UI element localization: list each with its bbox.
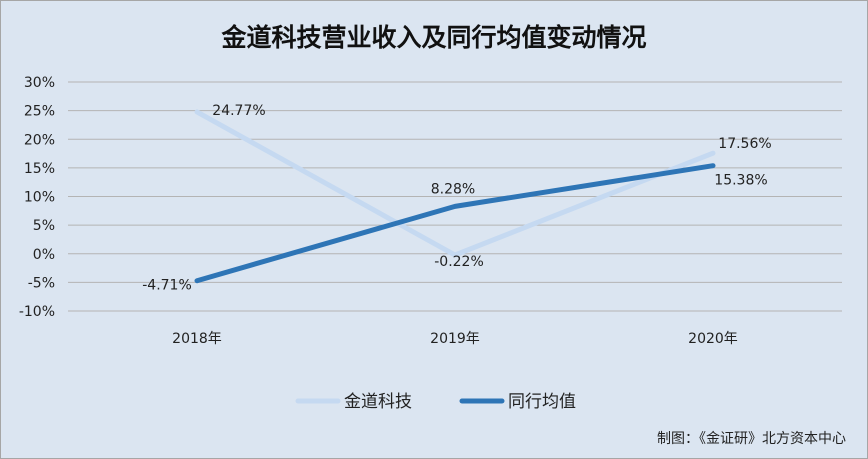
legend-label: 金道科技 [344,392,412,412]
series-line-2 [194,163,716,284]
y-tick-label: -5% [28,275,55,291]
data-label: 24.77% [212,103,265,119]
series-line-1 [194,109,716,258]
y-tick-label: 15% [24,161,55,177]
data-label: 8.28% [431,181,475,197]
x-tick-label: 2018年 [172,331,222,347]
legend-label: 同行均值 [508,392,576,412]
data-label: 17.56% [718,136,771,152]
x-tick-label: 2020年 [688,331,738,347]
data-label: -4.71% [142,278,192,294]
data-label: -0.22% [434,254,484,270]
y-tick-label: 25% [24,104,55,120]
y-tick-label: -10% [19,304,55,320]
y-tick-label: 10% [24,190,55,206]
y-tick-label: 20% [24,132,55,148]
x-tick-label: 2019年 [430,331,480,347]
chart-title: 金道科技营业收入及同行均值变动情况 [221,23,647,52]
credit-text: 制图：《金证研》北方资本中心 [657,431,846,447]
y-tick-label: 0% [33,247,55,263]
y-tick-label: 5% [33,218,55,234]
y-tick-label: 30% [24,75,55,91]
data-label: 15.38% [714,173,767,189]
